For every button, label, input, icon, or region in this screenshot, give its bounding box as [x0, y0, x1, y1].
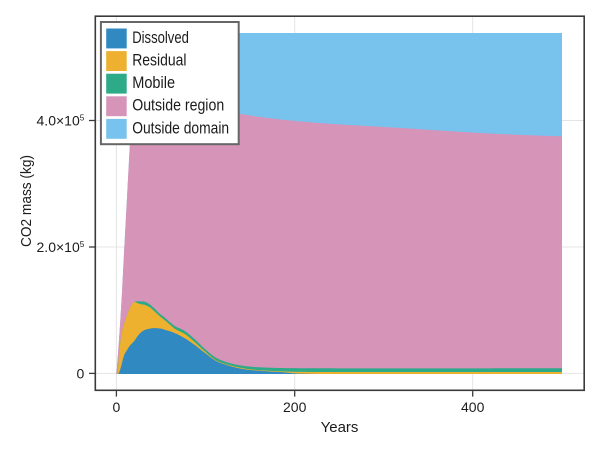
svg-text:Outside domain: Outside domain [132, 118, 229, 137]
svg-text:Outside region: Outside region [132, 96, 224, 115]
svg-text:400: 400 [461, 399, 485, 415]
svg-text:0: 0 [113, 399, 121, 415]
svg-text:4.0×105: 4.0×105 [37, 112, 85, 128]
svg-text:Residual: Residual [132, 51, 186, 70]
svg-text:200: 200 [283, 399, 307, 415]
svg-text:Years: Years [321, 419, 359, 436]
svg-text:CO2 mass (kg): CO2 mass (kg) [18, 155, 35, 247]
svg-text:Dissolved: Dissolved [132, 28, 189, 47]
svg-text:0: 0 [77, 365, 85, 381]
svg-text:Mobile: Mobile [132, 73, 175, 92]
svg-text:2.0×105: 2.0×105 [37, 239, 85, 255]
